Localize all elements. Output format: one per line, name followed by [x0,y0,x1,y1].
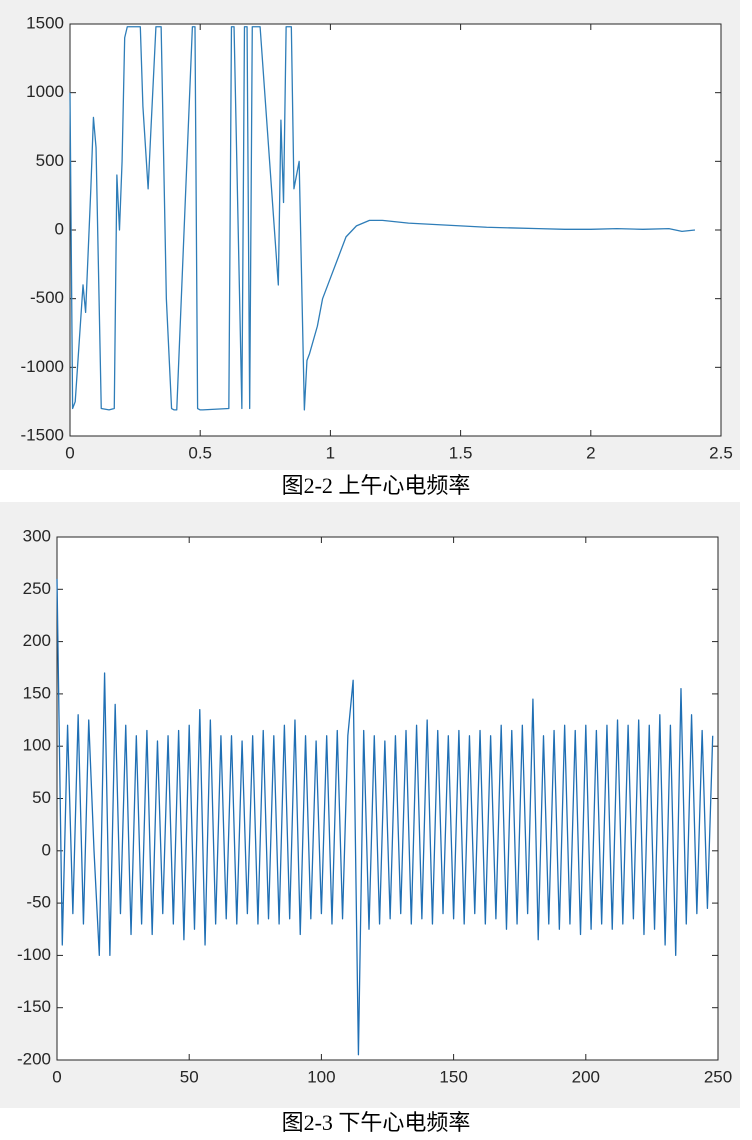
y-tick-label: -1500 [21,425,64,444]
plot-area [69,23,722,437]
x-tick-label: 200 [572,1067,600,1086]
x-tick-label: 250 [704,1067,732,1086]
y-tick-label: 1500 [26,13,64,32]
y-tick-label: 200 [23,631,51,650]
plot-area [56,536,719,1061]
y-tick-label: 500 [36,151,64,170]
y-tick-label: 1000 [26,82,64,101]
line-series [56,578,714,1056]
x-tick-label: 2 [586,443,595,462]
y-tick-label: 150 [23,683,51,702]
x-tick-label: 0.5 [188,443,212,462]
figure-caption: 图2-2 上午心电频率 [282,473,471,498]
x-tick-label: 0 [52,1067,61,1086]
y-tick-label: -100 [17,945,51,964]
y-tick-label: -500 [30,288,64,307]
y-tick-label: 50 [32,788,51,807]
y-tick-label: 0 [55,219,64,238]
figure-caption: 图2-3 下午心电频率 [282,1110,471,1135]
y-tick-label: -1000 [21,357,64,376]
x-tick-label: 50 [180,1067,199,1086]
y-tick-label: 250 [23,579,51,598]
y-tick-label: -200 [17,1049,51,1068]
x-tick-label: 2.5 [709,443,733,462]
x-tick-label: 1 [326,443,335,462]
line-series [69,26,696,411]
y-tick-label: -50 [26,893,51,912]
x-tick-label: 150 [439,1067,467,1086]
y-tick-label: -150 [17,997,51,1016]
x-tick-label: 100 [307,1067,335,1086]
x-tick-label: 0 [65,443,74,462]
x-tick-label: 1.5 [449,443,473,462]
y-tick-label: 0 [42,840,51,859]
y-tick-label: 100 [23,736,51,755]
y-tick-label: 300 [23,526,51,545]
